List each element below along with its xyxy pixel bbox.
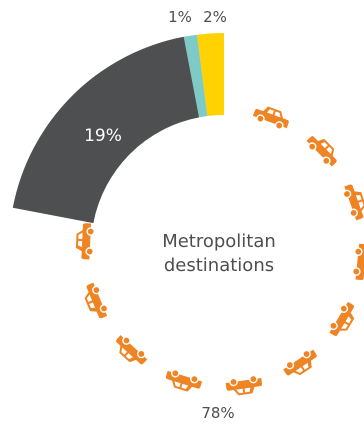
car-icon bbox=[165, 368, 203, 392]
car-icon bbox=[352, 243, 364, 281]
slice-2-percent bbox=[197, 33, 224, 117]
slice-label-19: 19% bbox=[84, 126, 122, 146]
center-title-line-1: Metropolitan bbox=[162, 231, 276, 252]
car-icon bbox=[329, 301, 355, 336]
car-icon bbox=[75, 223, 95, 260]
donut-slices bbox=[12, 33, 224, 224]
slice-label-1: 1% bbox=[168, 8, 192, 26]
car-icon bbox=[84, 282, 109, 319]
center-title-line-2: destinations bbox=[164, 255, 274, 276]
car-icon bbox=[225, 374, 263, 396]
slice-1-percent bbox=[183, 34, 208, 118]
slice-19-percent bbox=[12, 36, 200, 224]
car-icon bbox=[306, 136, 337, 167]
slice-label-2: 2% bbox=[203, 8, 227, 26]
slice-label-78: 78% bbox=[201, 404, 234, 422]
car-icon bbox=[252, 106, 289, 130]
car-icons-ring bbox=[75, 106, 364, 396]
car-icon bbox=[342, 184, 364, 221]
car-icon bbox=[116, 335, 148, 365]
car-icon bbox=[283, 349, 317, 376]
